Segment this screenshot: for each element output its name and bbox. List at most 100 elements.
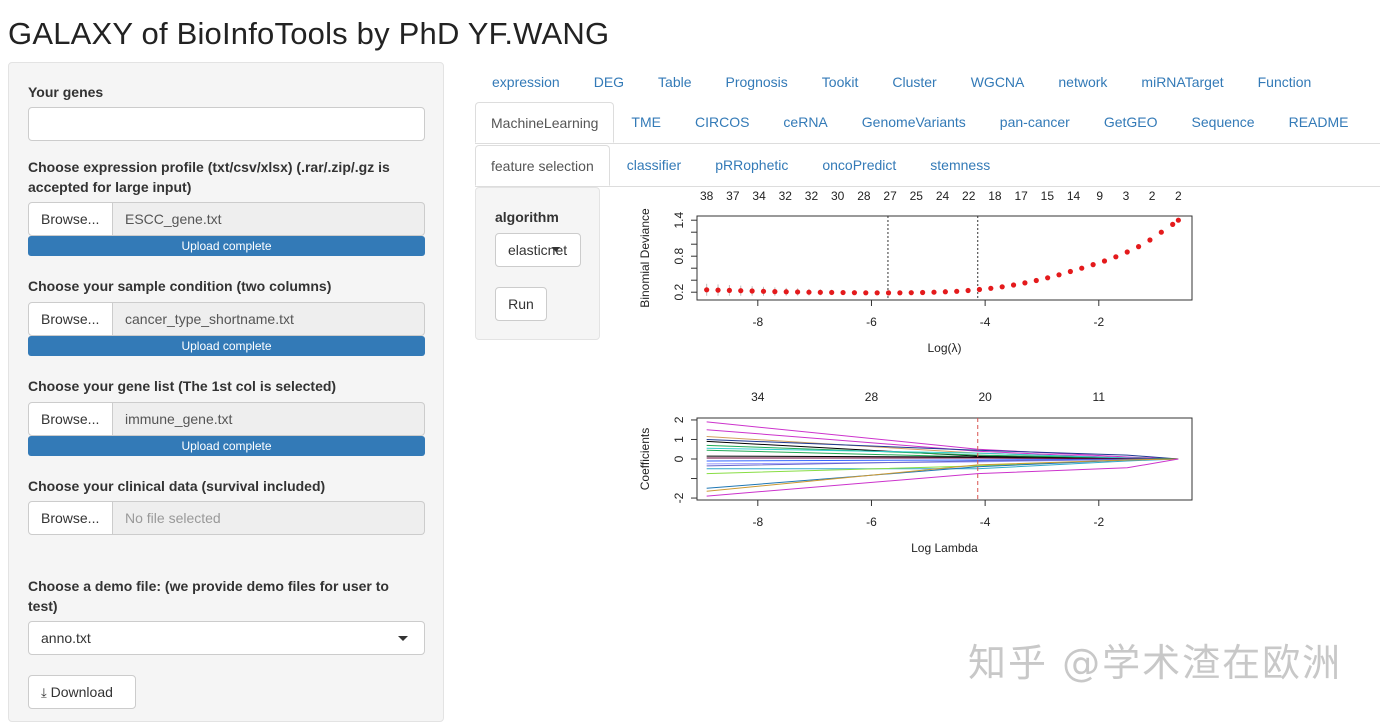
browse-button[interactable]: Browse... — [28, 302, 113, 336]
tab-classifier[interactable]: classifier — [626, 157, 682, 173]
deviance-point — [897, 290, 903, 296]
tab-oncopredict[interactable]: oncoPredict — [822, 157, 897, 173]
genes-input[interactable] — [28, 107, 425, 141]
app-title: GALAXY of BioInfoTools by PhD YF.WANG — [8, 16, 610, 51]
top-axis-label: 27 — [883, 189, 897, 203]
tab-stemness[interactable]: stemness — [930, 157, 991, 173]
tab-circos[interactable]: CIRCOS — [694, 114, 750, 130]
tab-cerna[interactable]: ceRNA — [783, 114, 828, 130]
y-axis-title: Coefficients — [638, 428, 652, 490]
module-tabs: MachineLearning TME CIRCOS ceRNA GenomeVaria… — [475, 102, 1366, 143]
top-axis-label: 34 — [752, 189, 766, 203]
browse-button[interactable]: Browse... — [28, 202, 113, 236]
x-axis-title: Log Lambda — [911, 541, 978, 555]
tab-genomevariants[interactable]: GenomeVariants — [861, 114, 966, 130]
deviance-point — [1101, 258, 1108, 264]
condition-label: Choose your sample condition (two column… — [28, 278, 332, 294]
top-axis-label: 14 — [1067, 189, 1081, 203]
deviance-point — [1124, 249, 1130, 255]
demo-file-select[interactable]: anno.txt — [28, 621, 425, 655]
top-axis-label: 32 — [805, 189, 819, 203]
deviance-point — [783, 289, 789, 295]
top-axis-label: 28 — [865, 390, 879, 404]
x-axis-title: Log(λ) — [927, 341, 961, 355]
deviance-point — [1033, 277, 1039, 284]
tab-prrophetic[interactable]: pRRophetic — [715, 157, 789, 173]
top-axis-label: 17 — [1014, 189, 1028, 203]
expression-file-input[interactable]: Browse... ESCC_gene.txt — [28, 202, 425, 236]
top-axis-label: 38 — [700, 189, 714, 203]
deviance-point — [954, 288, 960, 294]
tab-feature-selection[interactable]: feature selection — [475, 145, 610, 186]
clinical-file-input[interactable]: Browse... No file selected — [28, 501, 425, 535]
tab-network[interactable]: network — [1058, 74, 1108, 90]
deviance-point — [829, 289, 835, 296]
chevron-down-icon — [398, 636, 408, 641]
top-axis-label: 9 — [1096, 189, 1103, 203]
top-axis-label: 2 — [1175, 189, 1182, 203]
deviance-point — [920, 289, 926, 296]
x-tick-label: -2 — [1093, 515, 1104, 529]
browse-button[interactable]: Browse... — [28, 501, 113, 535]
y-axis-title: Binomial Deviance — [638, 208, 652, 308]
algorithm-value: elasticnet — [508, 242, 568, 258]
expression-label: Choose expression profile (txt/csv/xlsx)… — [28, 159, 390, 195]
deviance-point — [1175, 217, 1181, 223]
deviance-point — [851, 290, 858, 296]
deviance-point — [931, 289, 937, 295]
deviance-point — [942, 289, 948, 295]
y-tick-label: 0.8 — [672, 248, 686, 265]
run-button[interactable]: Run — [495, 287, 547, 321]
algorithm-select[interactable]: elasticnet — [495, 233, 581, 267]
deviance-point — [1113, 254, 1119, 260]
tab-tookit[interactable]: Tookit — [821, 74, 859, 90]
deviance-point — [1045, 275, 1051, 281]
tab-tme[interactable]: TME — [631, 114, 661, 130]
tab-cluster[interactable]: Cluster — [892, 74, 937, 90]
gene-list-file-input[interactable]: Browse... immune_gene.txt — [28, 402, 425, 436]
top-axis-label: 32 — [779, 189, 793, 203]
top-axis-label: 37 — [726, 189, 740, 203]
tab-getgeo[interactable]: GetGEO — [1103, 114, 1158, 130]
deviance-point — [999, 284, 1005, 290]
deviance-point — [874, 290, 880, 296]
gene-list-label: Choose your gene list (The 1st col is se… — [28, 378, 337, 394]
tab-table[interactable]: Table — [658, 74, 692, 90]
deviance-point — [863, 290, 869, 296]
tab-machinelearning[interactable]: MachineLearning — [475, 102, 615, 143]
top-axis-label: 11 — [1093, 390, 1106, 404]
tab-function[interactable]: Function — [1257, 74, 1312, 90]
sub-tabs: feature selection classifier pRRophetic onc… — [475, 145, 1007, 186]
y-tick-label: 1 — [672, 436, 686, 443]
download-button[interactable]: ⤓ Download — [28, 675, 136, 709]
tab-sequence[interactable]: Sequence — [1191, 114, 1255, 130]
deviance-point — [1170, 221, 1176, 227]
deviance-point — [1158, 229, 1164, 235]
upload-progress-bar: Upload complete — [28, 236, 425, 256]
top-axis-label: 34 — [751, 390, 765, 404]
tab-pan-cancer[interactable]: pan-cancer — [999, 114, 1070, 130]
genes-label: Your genes — [28, 84, 104, 100]
deviance-point — [908, 290, 914, 296]
top-axis-label: 28 — [857, 189, 871, 203]
algorithm-panel: algorithm elasticnet Run — [475, 187, 600, 340]
deviance-point — [1056, 272, 1062, 278]
top-axis-label: 25 — [910, 189, 924, 203]
condition-file-input[interactable]: Browse... cancer_type_shortname.txt — [28, 302, 425, 336]
top-axis-label: 18 — [988, 189, 1002, 203]
tab-readme[interactable]: README — [1288, 114, 1349, 130]
deviance-point — [738, 288, 744, 294]
watermark: 知乎 @学术渣在欧洲 — [968, 641, 1343, 685]
main-tabs: expression DEG Table Prognosis Tookit Cluster… — [475, 62, 1328, 103]
tab-expression[interactable]: expression — [492, 74, 560, 90]
tab-deg[interactable]: DEG — [593, 74, 625, 90]
deviance-point — [1079, 265, 1085, 271]
tab-prognosis[interactable]: Prognosis — [725, 74, 788, 90]
deviance-point — [1067, 268, 1073, 275]
tab-mirnatarget[interactable]: miRNATarget — [1141, 74, 1224, 90]
deviance-point — [794, 289, 801, 295]
x-tick-label: -8 — [752, 315, 763, 329]
browse-button[interactable]: Browse... — [28, 402, 113, 436]
top-axis-label: 22 — [962, 189, 976, 203]
tab-wgcna[interactable]: WGCNA — [970, 74, 1025, 90]
